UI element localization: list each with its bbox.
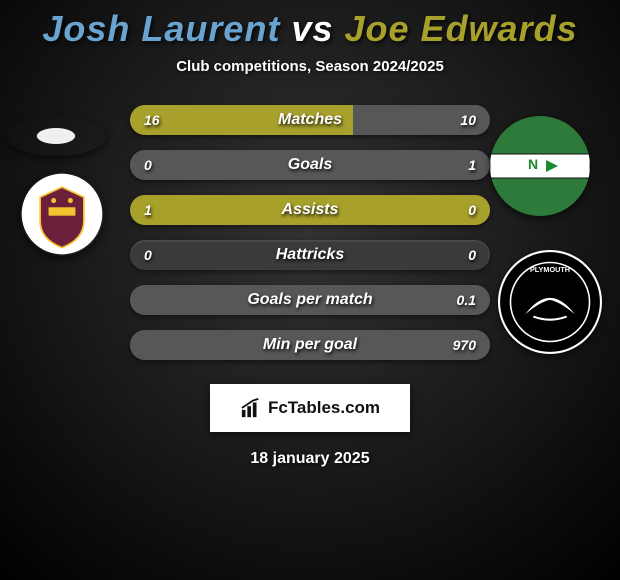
stat-label: Goals [130,150,490,180]
player1-name: Josh Laurent [42,8,280,49]
stat-value-left: 16 [144,105,160,135]
player2-club-badge: PLYMOUTH [498,250,602,354]
player2-name: Joe Edwards [345,8,578,49]
player2-face-badge: N [490,116,590,216]
chart-icon [240,397,262,419]
subtitle: Club competitions, Season 2024/2025 [0,58,620,75]
svg-text:PLYMOUTH: PLYMOUTH [530,265,570,274]
stat-row: Matches16 10 [130,105,490,135]
vs-text: vs [291,8,333,49]
stat-label: Min per goal [130,330,490,360]
stat-row: Min per goal970 [130,330,490,360]
stat-value-right: 0.1 [457,285,476,315]
stat-value-right: 0 [468,195,476,225]
stat-row: Goals0 1 [130,150,490,180]
svg-text:N: N [528,156,538,172]
stat-label: Matches [130,105,490,135]
stat-value-right: 970 [453,330,476,360]
stat-row: Goals per match0.1 [130,285,490,315]
stat-value-right: 1 [468,150,476,180]
player1-face-badge [6,116,106,156]
stat-value-left: 0 [144,240,152,270]
stat-row: Hattricks0 0 [130,240,490,270]
stat-value-left: 0 [144,150,152,180]
watermark-text: FcTables.com [268,398,380,418]
stat-label: Goals per match [130,285,490,315]
stat-label: Hattricks [130,240,490,270]
stat-row: Assists1 0 [130,195,490,225]
player1-club-badge [20,172,104,256]
watermark-logo: FcTables.com [210,384,410,432]
stat-value-left: 1 [144,195,152,225]
stat-value-right: 0 [468,240,476,270]
comparison-title: Josh Laurent vs Joe Edwards [0,0,620,50]
stat-label: Assists [130,195,490,225]
date-label: 18 january 2025 [0,450,620,468]
stat-value-right: 10 [460,105,476,135]
